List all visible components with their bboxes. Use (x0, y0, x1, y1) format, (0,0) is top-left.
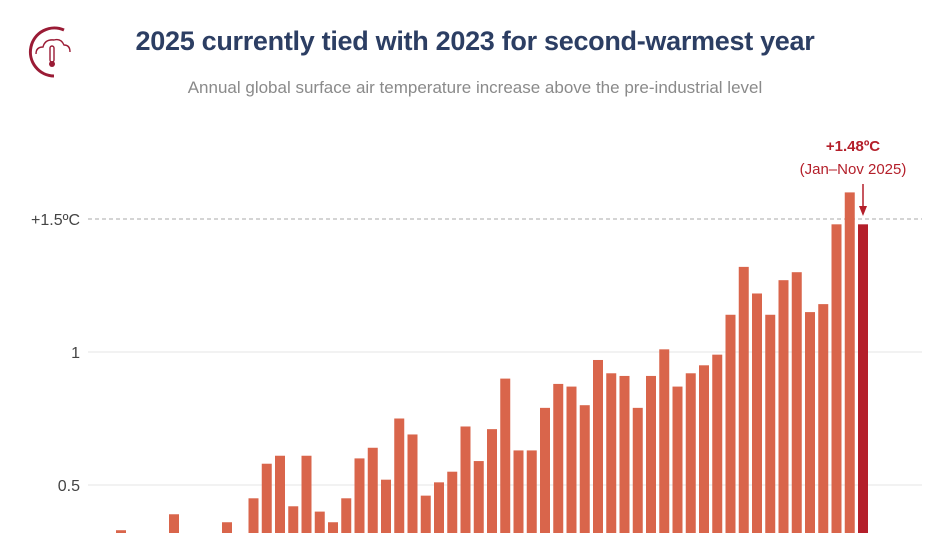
highlight-value-label: +1.48ºC (826, 138, 880, 155)
bar-1998 (500, 378, 511, 533)
bar-1988 (367, 447, 378, 533)
bar-1999 (513, 450, 524, 533)
bar-2020 (791, 272, 802, 533)
bar-2014 (712, 354, 723, 533)
bar-1982 (288, 506, 299, 533)
highlight-period-label: (Jan–Nov 2025) (800, 161, 907, 178)
bar-1987 (354, 458, 365, 533)
bar-2003 (566, 386, 577, 533)
bar-2022 (818, 304, 829, 533)
bar-1996 (473, 461, 484, 533)
bar-2008 (632, 407, 643, 533)
bar-1990 (394, 418, 405, 533)
bar-2025 (858, 224, 868, 533)
y-tick-label: 1 (71, 345, 80, 362)
bar-1983 (301, 455, 312, 533)
bar-2018 (765, 314, 776, 533)
bar-2012 (685, 373, 696, 533)
bar-2019 (778, 280, 789, 533)
bar-1995 (460, 426, 471, 533)
bar-2017 (752, 293, 762, 533)
chart-title: 2025 currently tied with 2023 for second… (135, 26, 815, 56)
bar-2016 (738, 266, 749, 533)
bar-1984 (314, 511, 325, 533)
bar-1973 (169, 514, 179, 533)
bar-1985 (328, 522, 338, 533)
bar-2013 (699, 365, 709, 533)
bar-1969 (116, 530, 126, 533)
bar-2001 (540, 407, 550, 533)
cloud-thermometer-icon (28, 26, 71, 78)
y-tick-label: +1.5ºC (31, 212, 80, 229)
y-tick-label: 0.5 (58, 478, 80, 495)
bar-1981 (275, 455, 285, 533)
bar-2011 (672, 386, 683, 533)
bar-1993 (434, 482, 444, 533)
bar-2007 (619, 375, 630, 533)
bar-1989 (381, 479, 391, 533)
bar-1991 (407, 434, 418, 533)
bar-2002 (553, 383, 564, 533)
bar-2009 (646, 375, 656, 533)
bar-2023 (831, 224, 842, 533)
bar-1992 (420, 495, 431, 533)
chart-subtitle: Annual global surface air temperature in… (187, 78, 763, 97)
bar-1977 (222, 522, 232, 533)
bar-1997 (487, 429, 497, 533)
arrow-down-icon (859, 206, 867, 216)
bar-2006 (606, 373, 617, 533)
bar-2024 (844, 192, 855, 533)
bar-2010 (659, 349, 670, 533)
bar-2000 (526, 450, 537, 533)
bar-2021 (805, 312, 815, 533)
bar-2015 (725, 314, 736, 533)
bar-1986 (341, 498, 352, 533)
bar-1980 (261, 463, 272, 533)
bar-1994 (447, 471, 458, 533)
bar-2004 (579, 405, 590, 533)
bar-2005 (593, 359, 603, 533)
bar-1979 (248, 498, 259, 533)
